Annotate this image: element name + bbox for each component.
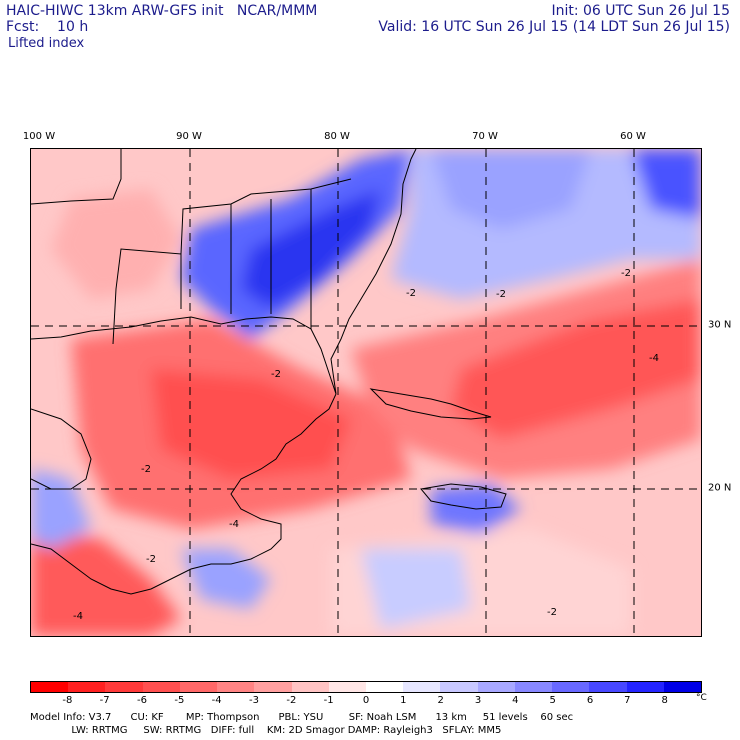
colorbar-tick-label: -7: [99, 695, 110, 706]
colorbar-tick-label: 8: [661, 695, 668, 706]
contour-label: -2: [621, 268, 631, 279]
colorbar-swatch: [589, 682, 627, 692]
field-patches: [31, 149, 701, 636]
colorbar-tick-label: 2: [437, 695, 444, 706]
colorbar-tick-label: 0: [362, 695, 370, 706]
colorbar-swatch: [217, 682, 255, 692]
colorbar-tick-label: 3: [474, 695, 482, 706]
colorbar-swatch: [514, 682, 553, 692]
colorbar-swatch: [477, 682, 515, 692]
colorbar-swatch: [142, 682, 180, 692]
lon-label-80w: 80 W: [324, 131, 350, 142]
contour-label: -2: [141, 464, 151, 475]
lat-label-30n: 30 N: [708, 319, 732, 331]
colorbar-tick-label: -1: [323, 695, 334, 706]
contour-label: -4: [73, 611, 83, 622]
model-info-line2: LW: RRTMG SW: RRTMG DIFF: full KM: 2D Sm…: [30, 725, 502, 736]
colorbar-tick-label: 4: [512, 695, 519, 706]
colorbar-swatch: [254, 682, 292, 692]
colorbar-swatch: [179, 682, 218, 692]
contour-label: -2: [496, 289, 506, 300]
colorbar-tick-label: 5: [549, 695, 556, 706]
lifted-index-map: -2 -2 -2 -2 -2 -4 -4 -4 -2 -2: [30, 148, 702, 637]
lat-label-20n: 20 N: [708, 482, 732, 494]
contour-labels: -2 -2 -2 -2 -2 -4 -4 -4 -2 -2: [73, 268, 659, 622]
lon-label-100w: 100 W: [22, 131, 56, 142]
colorbar-tick-label: 7: [624, 695, 631, 706]
colorbar-unit: °C: [696, 693, 707, 703]
lon-label-90w: 90 W: [176, 131, 202, 142]
colorbar-swatch: [663, 682, 701, 692]
colorbar-tick-label: -6: [137, 695, 147, 706]
colorbar-swatch: [626, 682, 664, 692]
colorbar-swatch: [68, 682, 106, 692]
contour-label: -2: [406, 288, 416, 299]
colorbar-tick-label: -4: [211, 695, 222, 706]
coastlines: [31, 149, 507, 595]
contour-label: -2: [271, 369, 281, 380]
colorbar-swatch: [31, 682, 69, 692]
colorbar-tick-label: -3: [249, 695, 259, 706]
colorbar-tick-label: -8: [62, 695, 73, 706]
colorbar-swatch: [440, 682, 478, 692]
model-info-line1: Model Info: V3.7 CU: KF MP: Thompson PBL…: [30, 712, 574, 723]
colorbar-tick-label: 6: [586, 695, 594, 706]
valid-time: Valid: 16 UTC Sun 26 Jul 15 (14 LDT Sun …: [378, 19, 730, 35]
field-name: Lifted index: [8, 36, 85, 51]
colorbar-swatch: [291, 682, 329, 692]
init-time: Init: 06 UTC Sun 26 Jul 15: [551, 3, 730, 19]
colorbar: [30, 681, 702, 693]
graticule: [31, 149, 701, 636]
forecast-hour: Fcst: 10 h: [6, 19, 89, 35]
colorbar-tick-label: -2: [286, 695, 297, 706]
lon-label-60w: 60 W: [620, 131, 646, 142]
contour-label: -2: [547, 607, 557, 618]
colorbar-tick-label: 1: [400, 695, 407, 706]
colorbar-swatch: [365, 682, 404, 692]
contour-label: -4: [229, 519, 239, 530]
colorbar-tick-label: -5: [174, 695, 185, 706]
colorbar-swatch: [105, 682, 143, 692]
contour-label: -2: [146, 554, 156, 565]
header-title: HAIC-HIWC 13km ARW-GFS init NCAR/MMM: [6, 3, 318, 19]
colorbar-swatch: [403, 682, 441, 692]
lon-label-70w: 70 W: [472, 131, 498, 142]
contour-label: -4: [649, 353, 659, 364]
map-svg: -2 -2 -2 -2 -2 -4 -4 -4 -2 -2: [31, 149, 701, 636]
colorbar-swatch: [328, 682, 366, 692]
colorbar-swatch: [552, 682, 590, 692]
